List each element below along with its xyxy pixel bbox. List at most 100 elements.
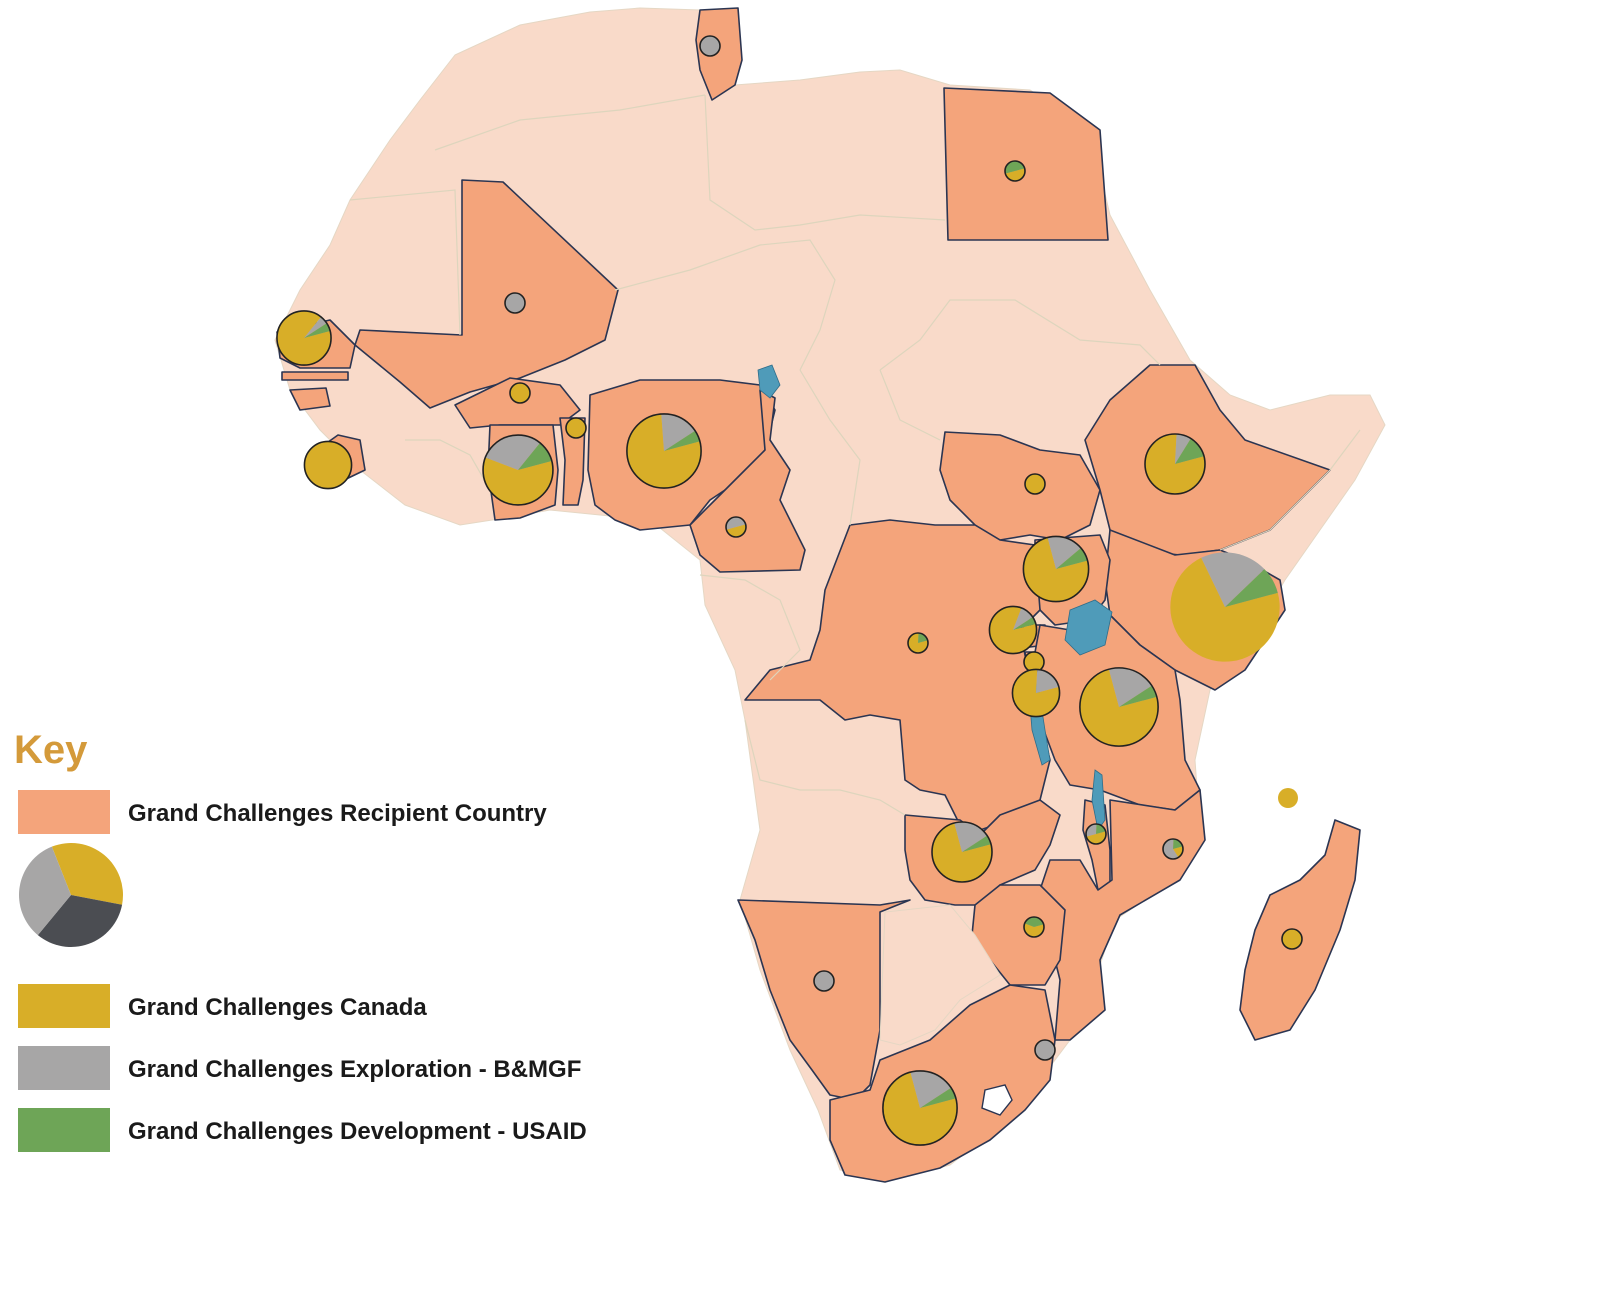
pie-marker-tunisia (699, 35, 721, 57)
pie-marker-burkina-faso-outline (509, 382, 531, 404)
pie-marker-south-africa-slice (882, 1072, 958, 1146)
country-benin (559, 417, 586, 506)
pie-marker-malawi-slice (1096, 824, 1106, 834)
pie-marker-zambia-slice (931, 823, 992, 883)
pie-marker-rwanda-outline (988, 605, 1038, 655)
pie-marker-madagascar-slice (1282, 929, 1302, 949)
pie-marker-sierra-leone-outline (303, 440, 353, 490)
country-guinea-bissau (289, 387, 331, 411)
country-madagascar (1239, 819, 1361, 1041)
pie-marker-burkina-faso (509, 382, 531, 404)
pie-marker-malawi (1085, 823, 1107, 845)
pie-marker-mozambique-slice (1162, 839, 1179, 859)
pie-marker-tanzania-slice (1119, 685, 1157, 707)
pie-marker-mozambique (1162, 838, 1184, 860)
pie-marker-nigeria (626, 413, 702, 489)
pie-marker-zimbabwe (1023, 916, 1045, 938)
country-tunisia (695, 7, 743, 101)
pie-marker-uganda-outline (1022, 535, 1090, 603)
pie-marker-uganda-slice (1056, 547, 1088, 569)
lake-victoria (1064, 599, 1113, 656)
pie-marker-egypt-slice (1005, 161, 1025, 174)
pie-marker-zambia-slice (954, 821, 988, 852)
pie-marker-tanzania-lake-tanganyika-area--outline (1011, 668, 1061, 718)
pie-marker-ghana-outline (482, 434, 554, 506)
pie-marker-south-sudan-outline (1024, 473, 1046, 495)
pie-marker-benin (565, 417, 587, 439)
pie-marker-benin-slice (566, 418, 586, 438)
pie-marker-mali (504, 292, 526, 314)
pie-marker-rwanda-slice (1013, 608, 1033, 630)
country-mali (354, 179, 619, 409)
pie-marker-namibia-slice (814, 971, 834, 991)
country-cameroon (689, 389, 806, 573)
pie-marker-ghana-slice (485, 435, 540, 470)
pie-marker-rwanda (988, 605, 1038, 655)
pie-marker-democratic-republic-of-the-congo (907, 632, 929, 654)
pie-marker-democratic-republic-of-the-congo-outline (907, 632, 929, 654)
pie-marker-seychelles-slice (1278, 788, 1298, 808)
pie-marker-ethiopia-slice (1175, 434, 1191, 464)
pie-marker-namibia-outline (813, 970, 835, 992)
pie-marker-cameroon-outline (725, 516, 747, 538)
pie-marker-kenya (1170, 552, 1280, 662)
pie-marker-egypt-slice (1005, 168, 1025, 182)
pie-marker-south-africa (882, 1070, 958, 1146)
pie-marker-swaziland-slice (1035, 1040, 1055, 1060)
pie-marker-ethiopia-slice (1175, 438, 1204, 464)
pie-marker-malawi-slice (1086, 824, 1097, 837)
pie-marker-ghana-slice (483, 457, 553, 505)
pie-marker-south-africa-outline (882, 1070, 958, 1146)
funding-pie-markers (276, 35, 1303, 1146)
pie-marker-ghana-slice (518, 442, 552, 470)
pie-marker-egypt-outline (1004, 160, 1026, 182)
pie-marker-tunisia-outline (699, 35, 721, 57)
pie-marker-tanzania-lake-tanganyika-area--slice (1036, 669, 1059, 693)
pie-marker-mozambique-slice (1173, 839, 1183, 849)
pie-marker-mali-slice (505, 293, 525, 313)
pie-marker-uganda (1022, 535, 1090, 603)
pie-marker-rwanda-slice (989, 606, 1037, 654)
pie-marker-kenya-slice (1225, 569, 1278, 607)
pie-marker-tunisia-slice (700, 36, 720, 56)
pie-marker-senegal (276, 310, 332, 366)
pie-marker-tanzania-outline (1079, 667, 1159, 747)
pie-marker-ethiopia-outline (1144, 433, 1206, 495)
pie-marker-zambia-slice (962, 835, 991, 852)
pie-marker-burkina-faso-slice (510, 383, 530, 403)
pie-marker-rwanda-slice (1013, 617, 1036, 630)
pie-marker-mozambique-outline (1162, 838, 1184, 860)
pie-marker-tanzania-slice (1108, 667, 1152, 707)
pie-marker-seychelles (1278, 788, 1298, 808)
pie-marker-senegal-slice (304, 323, 331, 338)
pie-marker-senegal-outline (276, 310, 332, 366)
pie-marker-mali-outline (504, 292, 526, 314)
pie-marker-nigeria-slice (664, 430, 700, 451)
pie-marker-nigeria-slice (626, 413, 702, 489)
pie-marker-malawi-slice (1086, 831, 1107, 845)
pie-marker-madagascar-outline (1281, 928, 1303, 950)
pie-marker-senegal-slice (304, 316, 327, 338)
pie-marker-south-sudan (1024, 473, 1046, 495)
pie-marker-kenya-slice (1201, 552, 1265, 607)
country-egypt (943, 87, 1109, 241)
pie-marker-swaziland (1034, 1039, 1056, 1061)
pie-marker-zimbabwe-outline (1023, 916, 1045, 938)
country-gambia (281, 371, 349, 381)
country-botswana (879, 904, 1001, 1046)
pie-marker-tanzania (1079, 667, 1159, 747)
pie-marker-senegal-slice (276, 310, 332, 366)
pie-marker-cameroon-slice (726, 524, 746, 537)
pie-marker-south-sudan-slice (1025, 474, 1045, 494)
pie-marker-nigeria-slice (661, 413, 696, 451)
pie-marker-benin-outline (565, 417, 587, 439)
pie-marker-kenya-slice (1170, 557, 1280, 662)
pie-marker-burundi-slice (1024, 652, 1044, 672)
pie-marker-south-africa-slice (910, 1070, 952, 1108)
pie-marker-south-africa-slice (920, 1087, 956, 1108)
pie-marker-namibia (813, 970, 835, 992)
pie-marker-cameroon-slice (725, 516, 746, 530)
pie-marker-ghana (482, 434, 554, 506)
pie-marker-democratic-republic-of-the-congo-slice (918, 633, 928, 643)
